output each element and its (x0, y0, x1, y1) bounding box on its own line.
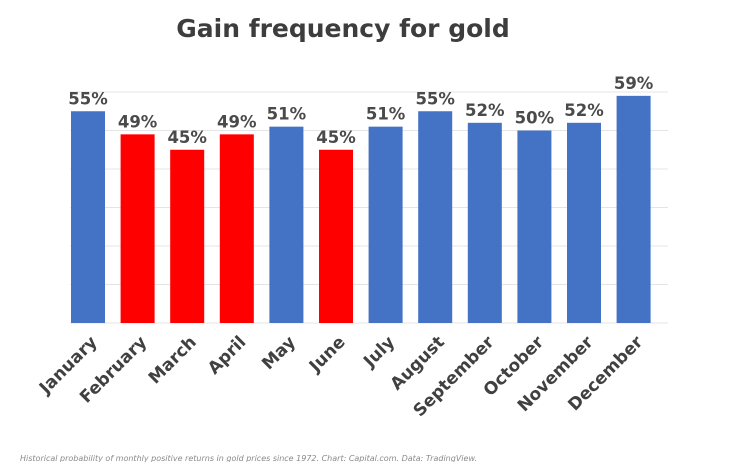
value-label-april: 49% (217, 112, 257, 131)
x-tick-june: June (305, 332, 350, 377)
value-label-june: 45% (316, 128, 356, 147)
bars (71, 95, 651, 324)
bar-october (517, 130, 552, 323)
value-label-march: 45% (167, 128, 207, 147)
bar-june (319, 149, 353, 323)
bar-march (170, 149, 205, 323)
value-label-july: 51% (366, 105, 406, 124)
bar-august (418, 111, 453, 323)
chart-title: Gain frequency for gold (176, 14, 510, 43)
bar-september (467, 122, 502, 323)
value-labels: 55% 49% 45% 49% 51% 45% 51% 55% 52% 50% 52% 59% (68, 74, 654, 147)
x-tick-april: April (204, 332, 250, 378)
value-label-may: 51% (267, 105, 307, 124)
value-label-december: 59% (614, 74, 654, 93)
value-label-october: 50% (515, 109, 555, 128)
bar-november (567, 122, 601, 323)
value-label-august: 55% (415, 89, 455, 108)
footer-note: Historical probability of monthly positi… (20, 454, 477, 462)
bar-january (71, 111, 105, 323)
bar-december (616, 95, 651, 323)
value-label-september: 52% (465, 101, 505, 120)
x-tick-march: March (145, 332, 201, 388)
value-label-november: 52% (564, 101, 604, 120)
bar-july (368, 126, 403, 324)
x-tick-july: July (359, 332, 399, 372)
bar-may (269, 126, 304, 324)
x-tick-may: May (258, 332, 300, 374)
value-label-february: 49% (118, 112, 158, 131)
bar-february (120, 134, 155, 323)
bar-april (219, 134, 254, 323)
value-label-january: 55% (68, 89, 108, 108)
